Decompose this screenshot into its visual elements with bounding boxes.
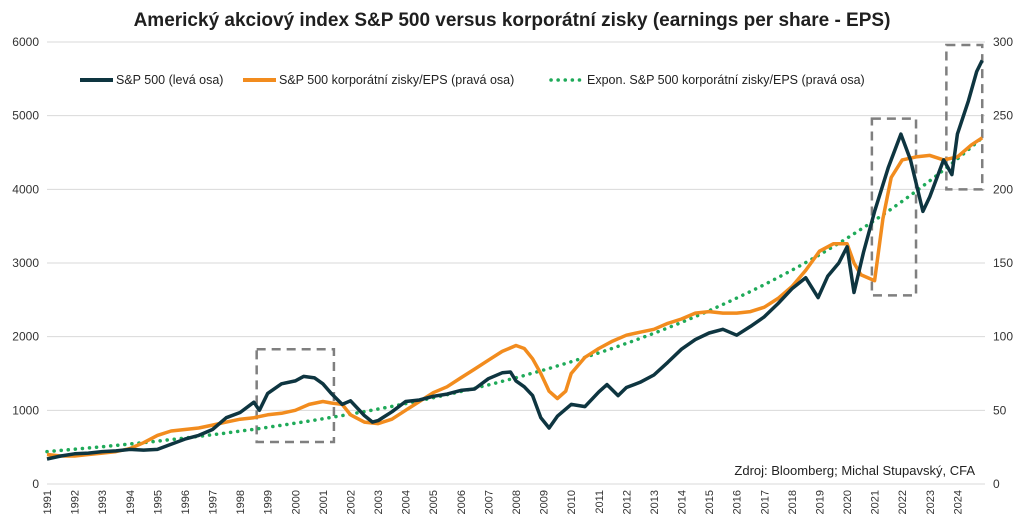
highlight-boxes: [255, 43, 984, 444]
highlight-box: [870, 117, 918, 297]
x-axis: 1991 1992 1993 1994 1995 1996 1997 1998 1999 2000…: [42, 490, 964, 514]
x-tick-label: 2024: [952, 490, 964, 514]
x-tick-label: 1995: [152, 490, 164, 514]
x-tick-label: 1999: [263, 490, 275, 514]
x-tick-label: 2015: [704, 490, 716, 514]
legend-label: Expon. S&P 500 korporátní zisky/EPS (pra…: [587, 73, 865, 87]
left-tick-label: 6000: [12, 35, 39, 49]
x-tick-label: 2016: [732, 490, 744, 514]
x-tick-label: 2013: [649, 490, 661, 514]
series-line-eps-trend: [45, 136, 984, 454]
source-note: Zdroj: Bloomberg; Michal Stupavský, CFA: [734, 463, 975, 478]
right-tick-label: 50: [993, 403, 1007, 417]
x-tick-label: 2014: [677, 490, 689, 514]
x-tick-label: 1998: [235, 490, 247, 514]
right-tick-label: 200: [993, 182, 1013, 196]
x-tick-label: 2010: [566, 490, 578, 514]
left-tick-label: 3000: [12, 256, 39, 270]
left-tick-label: 1000: [12, 403, 39, 417]
x-tick-label: 1997: [208, 490, 220, 514]
right-tick-label: 250: [993, 109, 1013, 123]
x-tick-label: 2021: [870, 490, 882, 514]
x-tick-label: 2018: [787, 490, 799, 514]
x-tick-label: 2020: [842, 490, 854, 514]
left-tick-label: 2000: [12, 330, 39, 344]
right-tick-label: 300: [993, 35, 1013, 49]
x-tick-label: 2017: [759, 490, 771, 514]
right-axis: 0 50 100 150 200 250 300: [993, 35, 1013, 491]
x-tick-label: 1993: [97, 490, 109, 514]
left-tick-label: 5000: [12, 109, 39, 123]
x-tick-label: 2019: [814, 490, 826, 514]
x-tick-label: 2000: [290, 490, 302, 514]
x-tick-label: 2006: [456, 490, 468, 514]
x-tick-label: 2001: [318, 490, 330, 514]
x-tick-label: 2022: [897, 490, 909, 514]
x-tick-label: 2012: [621, 490, 633, 514]
x-tick-label: 2009: [539, 490, 551, 514]
legend-label: S&P 500 korporátní zisky/EPS (pravá osa): [279, 73, 514, 87]
chart-title: Americký akciový index S&P 500 versus ko…: [134, 10, 891, 31]
right-tick-label: 150: [993, 256, 1013, 270]
series-line-eps: [46, 136, 984, 458]
grid: [47, 41, 985, 485]
left-tick-label: 4000: [12, 182, 39, 196]
legend: S&P 500 (levá osa) S&P 500 korporátní zis…: [80, 73, 865, 87]
x-tick-label: 1992: [70, 490, 82, 514]
legend-label: S&P 500 (levá osa): [116, 73, 223, 87]
x-tick-label: 2004: [401, 490, 413, 514]
left-axis: 0 1000 2000 3000 4000 5000 6000: [12, 35, 39, 491]
x-tick-label: 2023: [925, 490, 937, 514]
highlight-box: [945, 43, 984, 191]
series-lines: [45, 59, 984, 461]
x-tick-label: 2002: [345, 490, 357, 514]
x-tick-label: 1994: [125, 490, 137, 514]
right-tick-label: 100: [993, 330, 1013, 344]
right-tick-label: 0: [993, 477, 1000, 491]
left-tick-label: 0: [32, 477, 39, 491]
series-line-sp500: [46, 59, 984, 461]
x-tick-label: 2003: [373, 490, 385, 514]
x-tick-label: 1996: [180, 490, 192, 514]
x-tick-label: 2007: [483, 490, 495, 514]
x-tick-label: 2008: [511, 490, 523, 514]
x-tick-label: 2005: [428, 490, 440, 514]
x-tick-label: 2011: [594, 490, 606, 514]
x-tick-label: 1991: [42, 490, 54, 514]
